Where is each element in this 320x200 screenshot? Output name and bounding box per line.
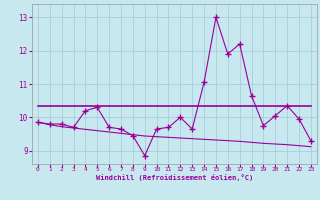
X-axis label: Windchill (Refroidissement éolien,°C): Windchill (Refroidissement éolien,°C) [96, 174, 253, 181]
